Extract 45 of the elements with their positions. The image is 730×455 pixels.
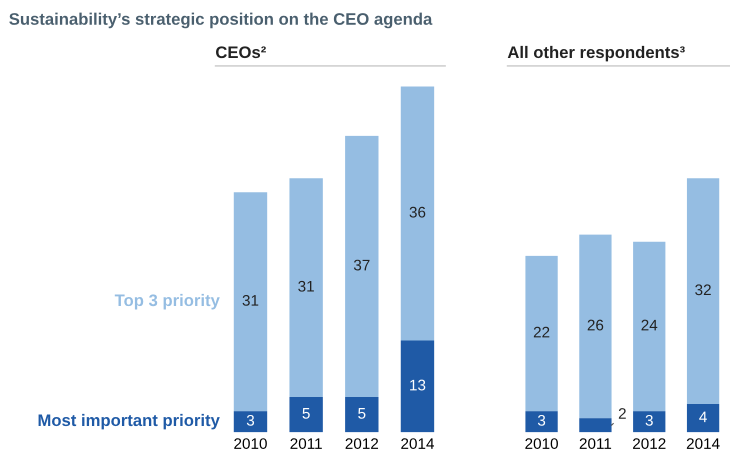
bar [400, 86, 434, 341]
bar [345, 396, 379, 432]
data-label: 3 [246, 414, 254, 426]
data-label: 5 [302, 408, 310, 419]
bar [686, 404, 720, 432]
chart-subtitle: All other respondents³ [508, 46, 685, 62]
data-label: 3 [646, 414, 653, 426]
data-label: 5 [358, 408, 366, 419]
bar [289, 178, 323, 397]
bar [633, 242, 666, 412]
x-tick-label: 2010 [525, 438, 558, 450]
bar [633, 411, 666, 432]
bar [686, 178, 720, 404]
x-tick-label: 2012 [346, 438, 378, 450]
data-label: 37 [354, 260, 370, 271]
chart-title: Sustainability’s strategic position on the CEO agenda [9, 12, 432, 28]
x-tick-label: 2014 [686, 438, 720, 450]
data-label: 3 [538, 414, 546, 426]
x-tick-label: 2011 [580, 438, 612, 450]
data-label: 4 [699, 412, 707, 422]
bar [345, 136, 379, 397]
data-label: 24 [642, 320, 658, 330]
bar [234, 192, 268, 412]
data-label: 36 [410, 206, 426, 218]
bar [525, 256, 558, 412]
data-label: 31 [298, 280, 314, 292]
bar [289, 396, 323, 432]
series-label: Top 3 priority [114, 294, 220, 310]
x-tick-label: 2011 [290, 438, 322, 450]
bar [525, 411, 558, 432]
bar [234, 411, 268, 432]
series-label: Most important priority [38, 414, 220, 430]
x-tick-label: 2012 [633, 438, 666, 450]
bar [579, 418, 612, 432]
data-label: 13 [410, 380, 426, 390]
data-label: 22 [534, 326, 550, 338]
chart-subtitle: CEOs² [216, 46, 266, 58]
bar [400, 340, 434, 432]
x-tick-label: 2010 [234, 438, 267, 450]
data-label: 26 [588, 320, 604, 330]
x-tick-label: 2014 [401, 438, 434, 450]
data-label: 32 [695, 284, 711, 296]
data-label: 31 [242, 294, 258, 306]
data-label: 2 [618, 408, 626, 419]
bar [579, 234, 612, 418]
